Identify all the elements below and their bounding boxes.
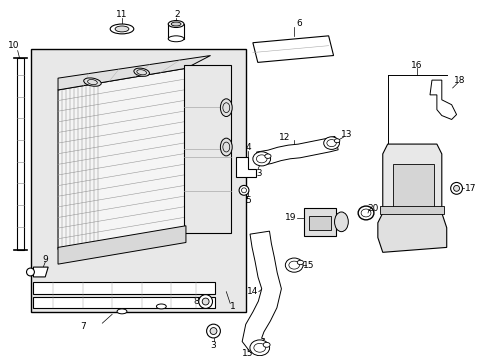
Text: 7: 7 bbox=[80, 321, 85, 330]
Text: 15: 15 bbox=[242, 349, 253, 358]
Text: 9: 9 bbox=[42, 255, 48, 264]
Polygon shape bbox=[377, 213, 446, 252]
Ellipse shape bbox=[220, 138, 232, 156]
Bar bbox=[304, 208, 335, 235]
Ellipse shape bbox=[334, 139, 339, 143]
Polygon shape bbox=[33, 267, 48, 277]
Ellipse shape bbox=[115, 26, 129, 32]
Bar bbox=[17, 58, 23, 250]
Text: 12: 12 bbox=[278, 133, 289, 142]
Text: 16: 16 bbox=[410, 61, 422, 70]
Text: 13: 13 bbox=[340, 130, 351, 139]
Circle shape bbox=[198, 294, 212, 309]
Polygon shape bbox=[58, 226, 185, 264]
Bar bbox=[183, 66, 231, 233]
Text: 11: 11 bbox=[116, 10, 127, 19]
Text: 3: 3 bbox=[210, 341, 216, 350]
Text: 8: 8 bbox=[193, 297, 198, 306]
Text: 5: 5 bbox=[244, 196, 250, 205]
Polygon shape bbox=[58, 55, 210, 90]
Polygon shape bbox=[236, 157, 255, 176]
Bar bbox=[33, 282, 215, 294]
Text: 4: 4 bbox=[244, 143, 250, 152]
Circle shape bbox=[202, 298, 209, 305]
Polygon shape bbox=[242, 231, 281, 353]
Bar bbox=[392, 164, 433, 208]
Polygon shape bbox=[429, 80, 456, 120]
Text: 10: 10 bbox=[8, 41, 20, 50]
Ellipse shape bbox=[134, 68, 149, 76]
Polygon shape bbox=[58, 68, 185, 249]
Bar bbox=[31, 49, 245, 312]
Ellipse shape bbox=[334, 212, 347, 231]
Text: 14: 14 bbox=[246, 287, 258, 296]
Ellipse shape bbox=[220, 99, 232, 117]
Ellipse shape bbox=[117, 309, 127, 314]
Ellipse shape bbox=[83, 78, 101, 86]
Ellipse shape bbox=[168, 36, 183, 42]
Circle shape bbox=[239, 185, 248, 195]
Polygon shape bbox=[252, 36, 333, 62]
Ellipse shape bbox=[171, 22, 181, 26]
Polygon shape bbox=[382, 144, 441, 218]
Text: 15: 15 bbox=[303, 261, 314, 270]
Ellipse shape bbox=[264, 154, 270, 158]
Ellipse shape bbox=[26, 268, 34, 276]
Circle shape bbox=[210, 328, 217, 334]
Polygon shape bbox=[256, 136, 338, 166]
Ellipse shape bbox=[249, 340, 269, 356]
Circle shape bbox=[450, 183, 462, 194]
Ellipse shape bbox=[110, 24, 134, 34]
Circle shape bbox=[206, 324, 220, 338]
Text: 13: 13 bbox=[251, 169, 263, 178]
Text: 19: 19 bbox=[284, 213, 295, 222]
Polygon shape bbox=[168, 24, 183, 39]
Bar bbox=[379, 206, 443, 214]
Ellipse shape bbox=[285, 258, 303, 272]
Ellipse shape bbox=[263, 342, 269, 347]
Ellipse shape bbox=[297, 260, 303, 265]
Ellipse shape bbox=[156, 304, 166, 309]
Text: 1: 1 bbox=[230, 302, 236, 311]
Text: 20: 20 bbox=[366, 203, 378, 212]
Text: 6: 6 bbox=[296, 18, 302, 27]
Text: 2: 2 bbox=[174, 10, 180, 19]
Text: 17: 17 bbox=[464, 184, 475, 193]
Text: 18: 18 bbox=[453, 76, 464, 85]
Ellipse shape bbox=[252, 152, 270, 166]
Ellipse shape bbox=[323, 137, 339, 149]
Bar bbox=[308, 216, 330, 230]
Ellipse shape bbox=[168, 21, 183, 27]
Bar bbox=[33, 297, 215, 309]
Circle shape bbox=[453, 185, 459, 191]
